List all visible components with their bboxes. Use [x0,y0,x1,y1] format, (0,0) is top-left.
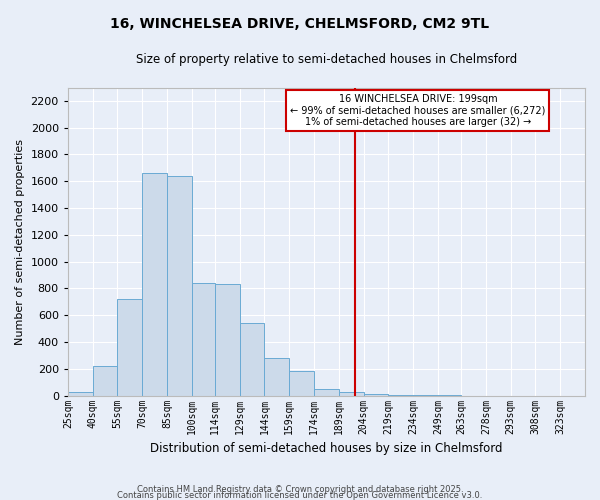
Bar [68,392,92,396]
Bar [314,389,339,396]
Bar [339,392,364,396]
Bar [265,358,289,396]
Bar [289,371,314,396]
Bar [192,283,215,396]
Text: Contains HM Land Registry data © Crown copyright and database right 2025.: Contains HM Land Registry data © Crown c… [137,484,463,494]
Bar [364,394,388,396]
Y-axis label: Number of semi-detached properties: Number of semi-detached properties [15,138,25,344]
Bar [118,299,142,396]
Bar [215,284,239,396]
Bar [142,173,167,396]
Bar [239,324,265,396]
Text: 16, WINCHELSEA DRIVE, CHELMSFORD, CM2 9TL: 16, WINCHELSEA DRIVE, CHELMSFORD, CM2 9T… [110,18,490,32]
Bar [92,366,118,396]
Title: Size of property relative to semi-detached houses in Chelmsford: Size of property relative to semi-detach… [136,52,517,66]
Text: Contains public sector information licensed under the Open Government Licence v3: Contains public sector information licen… [118,490,482,500]
Bar [167,176,192,396]
Text: 16 WINCHELSEA DRIVE: 199sqm
← 99% of semi-detached houses are smaller (6,272)
1%: 16 WINCHELSEA DRIVE: 199sqm ← 99% of sem… [290,94,545,127]
X-axis label: Distribution of semi-detached houses by size in Chelmsford: Distribution of semi-detached houses by … [150,442,503,455]
Bar [388,395,413,396]
